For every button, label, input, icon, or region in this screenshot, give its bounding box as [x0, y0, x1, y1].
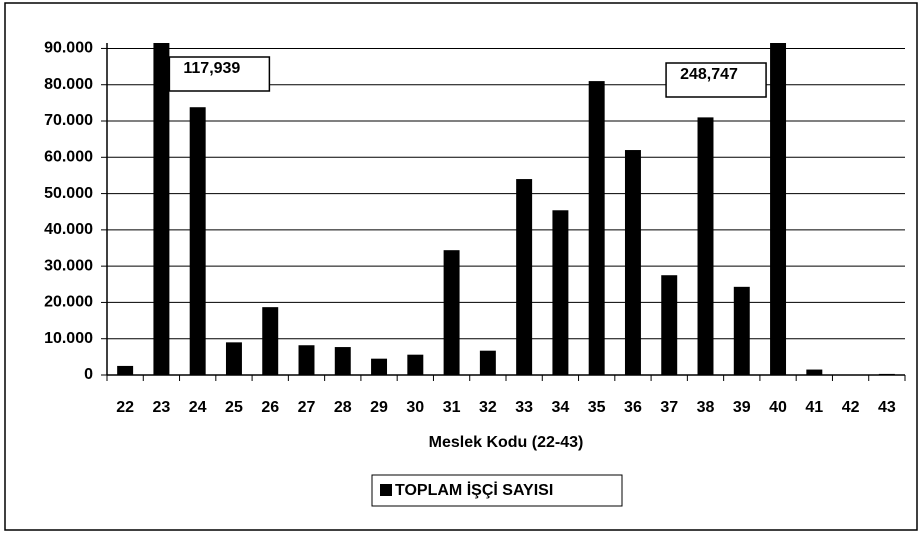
bar	[661, 275, 678, 375]
x-tick-label: 25	[225, 399, 243, 416]
x-tick-label: 42	[842, 399, 860, 416]
bar	[588, 81, 605, 375]
x-tick-label: 34	[552, 399, 570, 416]
x-tick-label: 37	[660, 399, 678, 416]
bar	[443, 250, 460, 375]
x-tick-label: 43	[878, 399, 896, 416]
value-label-box	[665, 62, 767, 98]
x-tick-label: 40	[769, 399, 787, 416]
x-tick-label: 23	[153, 399, 171, 416]
y-tick-label: 60.000	[44, 149, 93, 166]
x-tick-label: 33	[515, 399, 533, 416]
y-tick-label: 70.000	[44, 112, 93, 129]
x-tick-label: 28	[334, 399, 352, 416]
y-tick-label: 30.000	[44, 257, 93, 274]
x-tick-label: 31	[443, 399, 461, 416]
x-axis-title: Meslek Kodu (22-43)	[429, 434, 584, 451]
bar	[407, 354, 424, 375]
bar	[334, 347, 351, 375]
bar	[552, 210, 569, 375]
value-label: 248,747	[680, 66, 738, 83]
x-tick-label: 22	[116, 399, 134, 416]
x-tick-label: 32	[479, 399, 497, 416]
bar	[479, 350, 496, 375]
x-tick-label: 41	[805, 399, 823, 416]
y-tick-label: 50.000	[44, 185, 93, 202]
legend-swatch	[380, 484, 392, 496]
bar	[733, 286, 750, 375]
bar	[225, 342, 242, 375]
legend-label: TOPLAM İŞÇİ SAYISI	[395, 481, 553, 499]
x-tick-label: 38	[697, 399, 715, 416]
y-tick-label: 40.000	[44, 221, 93, 238]
x-tick-label: 27	[298, 399, 316, 416]
x-tick-label: 30	[406, 399, 424, 416]
x-tick-label: 35	[588, 399, 606, 416]
bar	[262, 307, 279, 375]
bar	[516, 179, 533, 375]
bar	[153, 43, 170, 375]
x-tick-label: 36	[624, 399, 642, 416]
bar	[189, 107, 206, 375]
bar	[697, 117, 714, 376]
y-tick-label: 80.000	[44, 76, 93, 93]
legend-box	[371, 474, 623, 507]
x-tick-label: 39	[733, 399, 751, 416]
y-tick-label: 10.000	[44, 330, 93, 347]
bar	[878, 373, 895, 375]
bar	[806, 369, 823, 375]
bar	[371, 358, 388, 375]
x-tick-label: 29	[370, 399, 388, 416]
y-tick-label: 20.000	[44, 294, 93, 311]
x-tick-label: 26	[261, 399, 279, 416]
x-tick-label: 24	[189, 399, 207, 416]
y-tick-label: 0	[84, 366, 93, 383]
y-tick-label: 90.000	[44, 40, 93, 57]
bar	[624, 150, 641, 375]
bar	[770, 43, 787, 375]
value-label: 117,939	[183, 60, 240, 77]
bar	[117, 365, 134, 375]
value-label-box	[168, 56, 271, 92]
bar	[298, 345, 315, 375]
